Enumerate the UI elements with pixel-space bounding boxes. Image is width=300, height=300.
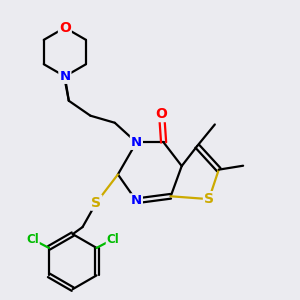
Text: N: N xyxy=(131,194,142,207)
Text: S: S xyxy=(91,196,101,210)
Text: N: N xyxy=(131,136,142,149)
Text: Cl: Cl xyxy=(107,233,119,246)
Text: S: S xyxy=(204,192,214,206)
Text: N: N xyxy=(59,70,70,83)
Text: O: O xyxy=(156,107,168,121)
Text: Cl: Cl xyxy=(26,233,39,246)
Text: O: O xyxy=(59,21,71,35)
